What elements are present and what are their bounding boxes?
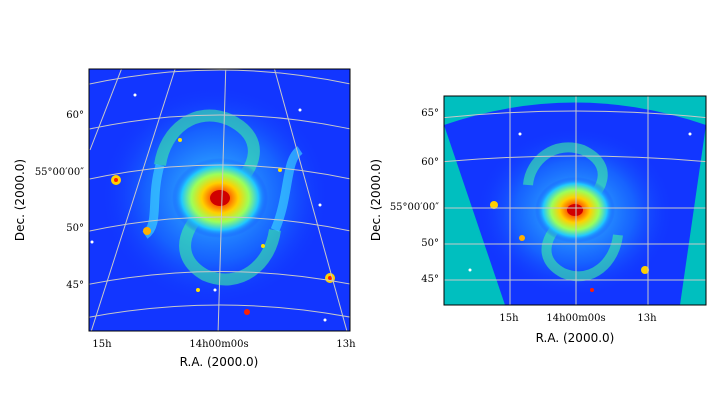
left-coordinate-grid — [89, 69, 350, 331]
right-dec-tick: 45° — [421, 274, 439, 285]
left-x-axis-label: R.A. (2000.0) — [180, 355, 259, 369]
left-ra-tick: 15h — [92, 339, 112, 350]
right-x-axis-label: R.A. (2000.0) — [536, 331, 615, 345]
right-dec-tick: 60° — [421, 157, 439, 168]
right-plot-frame — [443, 95, 707, 306]
left-ra-ticks: 15h 14h00m00s 13h — [92, 339, 356, 350]
left-ra-tick: 14h00m00s — [189, 339, 248, 350]
right-dec-tick: 55°00′00″ — [390, 202, 439, 213]
left-dec-ticks: 60° 55°00′00″ 50° 45° — [35, 110, 84, 291]
right-ra-tick: 15h — [499, 313, 519, 324]
right-ra-ticks: 15h 14h00m00s 13h — [499, 313, 657, 324]
right-y-axis-label: Dec. (2000.0) — [369, 159, 383, 241]
right-ra-tick: 14h00m00s — [546, 313, 605, 324]
right-ra-tick: 13h — [637, 313, 657, 324]
left-plot-frame — [88, 68, 351, 332]
left-dec-tick: 50° — [66, 223, 84, 234]
right-coordinate-grid — [444, 96, 706, 305]
right-dec-tick: 65° — [421, 108, 439, 119]
left-ra-tick: 13h — [336, 339, 356, 350]
left-dec-tick: 55°00′00″ — [35, 167, 84, 178]
right-galaxy-image — [444, 96, 706, 305]
left-panel: 60° 55°00′00″ 50° 45° 15h 14h00m00s 13h … — [13, 68, 356, 369]
left-dec-tick: 45° — [66, 280, 84, 291]
right-panel: 65° 60° 55°00′00″ 50° 45° 15h 14h00m00s … — [369, 95, 707, 345]
left-dec-tick: 60° — [66, 110, 84, 121]
right-dec-ticks: 65° 60° 55°00′00″ 50° 45° — [390, 108, 439, 285]
right-dec-tick: 50° — [421, 238, 439, 249]
left-y-axis-label: Dec. (2000.0) — [13, 159, 27, 241]
left-galaxy-image — [89, 69, 350, 331]
